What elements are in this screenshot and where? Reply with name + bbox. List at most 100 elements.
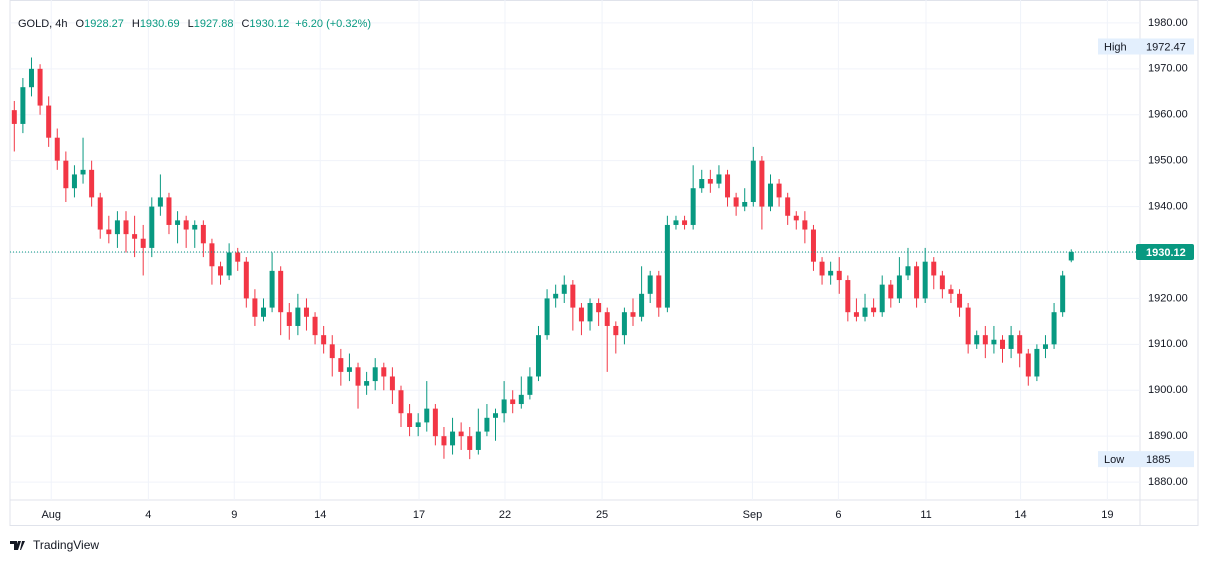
candle-body (664, 224, 670, 308)
y-tick-label: 1960.00 (1148, 109, 1188, 121)
candle-body (157, 197, 163, 207)
y-tick-label: 1940.00 (1148, 200, 1188, 212)
brand-name: TradingView (33, 538, 99, 552)
candle-body (321, 335, 327, 345)
field-key: L (188, 18, 194, 30)
candle-body (200, 224, 206, 244)
low-marker-label: Low (1104, 454, 1124, 466)
candle-body (742, 201, 748, 207)
candle-body (716, 174, 722, 184)
candle-body (1051, 312, 1057, 345)
candle-body (381, 367, 387, 377)
low-marker-value: 1885 (1146, 454, 1170, 466)
y-tick-label: 1970.00 (1148, 63, 1188, 75)
candle-body (862, 307, 868, 317)
candle-body (1008, 335, 1014, 349)
brand: TradingView (10, 538, 99, 552)
candle-body (132, 234, 138, 239)
candle-body (776, 183, 782, 198)
candle-body (1034, 348, 1040, 377)
candle-body (965, 307, 971, 345)
candle-body (879, 284, 885, 313)
candle-body (441, 436, 447, 446)
x-tick-label: Aug (41, 509, 61, 521)
candle-body (699, 179, 705, 189)
candle-body (407, 413, 413, 427)
y-tick-label: 1950.00 (1148, 155, 1188, 167)
candle-body (97, 197, 103, 230)
candle-body (46, 105, 52, 138)
candle-body (819, 261, 825, 276)
candle-body (544, 298, 550, 336)
x-tick-label: 9 (231, 509, 237, 521)
x-tick-label: 19 (1101, 509, 1113, 521)
candle-body (527, 376, 533, 395)
y-tick-label: 1890.00 (1148, 430, 1188, 442)
candle-body (269, 270, 275, 308)
candle-body (183, 220, 189, 230)
candle-body (364, 381, 370, 386)
candle-body (329, 344, 335, 359)
candle-body (733, 197, 739, 207)
candle-body (209, 243, 215, 267)
candle-body (896, 275, 902, 299)
y-tick-label: 1920.00 (1148, 292, 1188, 304)
candle-body (639, 293, 645, 317)
y-tick-label: 1910.00 (1148, 338, 1188, 350)
candle-body (475, 431, 481, 450)
candle-body (149, 206, 155, 248)
candle-body (20, 87, 26, 124)
candle-body (767, 183, 773, 207)
candle-body (690, 188, 696, 225)
candle-body (226, 252, 232, 276)
x-tick-label: 6 (835, 509, 841, 521)
overlay: 1930.12 High 1972.47 Low 1885 (10, 38, 1194, 468)
symbol: GOLD, 4h (18, 18, 68, 30)
candle-body (398, 390, 404, 414)
candle-body (338, 358, 344, 372)
candle-body (682, 220, 688, 225)
candle-body (535, 335, 541, 377)
candle-body (518, 394, 524, 405)
candle-body (853, 312, 859, 317)
candle-body (750, 160, 756, 202)
candle-body (243, 261, 249, 299)
candle-body (235, 252, 241, 262)
candle-body (991, 339, 997, 345)
y-tick-label: 1880.00 (1148, 476, 1188, 488)
candle-body (432, 408, 438, 437)
brand-logo (10, 541, 25, 550)
candle-body (888, 284, 894, 299)
field-key: H (132, 18, 140, 30)
high-marker-label: High (1104, 41, 1127, 53)
candle-body (295, 307, 301, 326)
candle-body (1068, 251, 1074, 261)
candle-body (501, 399, 507, 414)
candle-body (596, 303, 602, 313)
candle-body (810, 229, 816, 262)
candle-body (613, 325, 619, 336)
candle-body (845, 280, 851, 313)
candle-body (192, 224, 198, 230)
field-value: 1930.12 (249, 18, 289, 30)
candle-body (656, 275, 662, 308)
candle-body (828, 270, 834, 276)
candle-body (346, 367, 352, 372)
candle-body (905, 266, 911, 276)
candle-body (303, 307, 309, 317)
candle-body (372, 367, 378, 382)
candle-body (71, 174, 77, 189)
y-tick-label: 1980.00 (1148, 17, 1188, 29)
candle-body (415, 422, 421, 427)
candle-body (355, 367, 361, 386)
candle-body (175, 220, 181, 225)
candle-body (570, 284, 576, 308)
candle-body (604, 312, 610, 326)
candle-body (673, 220, 679, 225)
candle-body (922, 261, 928, 299)
candle-body (63, 160, 69, 189)
field-value: 1928.27 (84, 18, 124, 30)
candle-body (458, 431, 464, 437)
y-tick-label: 1900.00 (1148, 384, 1188, 396)
